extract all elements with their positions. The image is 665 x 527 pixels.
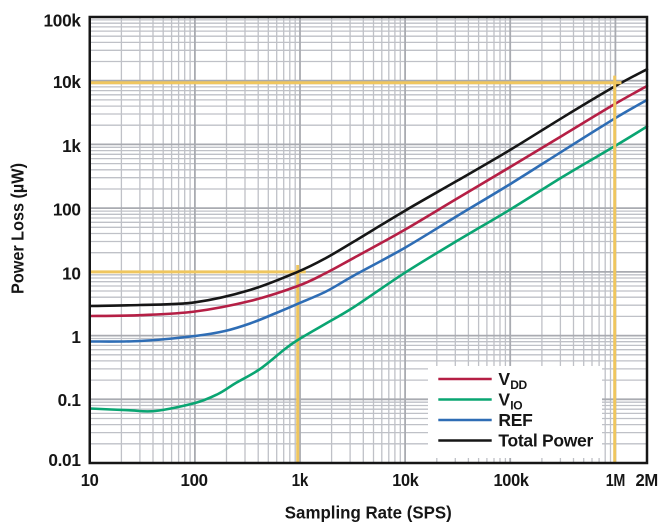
svg-text:REF: REF — [498, 410, 533, 430]
svg-text:1k: 1k — [62, 136, 81, 156]
svg-text:100: 100 — [53, 200, 81, 220]
svg-text:Power Loss (µW): Power Loss (µW) — [8, 163, 28, 294]
svg-text:DD: DD — [510, 378, 527, 392]
svg-text:IO: IO — [510, 399, 522, 413]
svg-text:10: 10 — [81, 470, 99, 490]
svg-text:10k: 10k — [53, 72, 82, 92]
svg-text:1k: 1k — [292, 470, 309, 490]
svg-text:Total Power: Total Power — [498, 430, 593, 450]
svg-text:100: 100 — [181, 470, 208, 490]
svg-text:1M: 1M — [606, 470, 625, 490]
svg-text:0.01: 0.01 — [48, 450, 81, 470]
svg-text:Sampling Rate (SPS): Sampling Rate (SPS) — [285, 503, 452, 523]
svg-text:100k: 100k — [494, 470, 530, 490]
svg-text:2M: 2M — [635, 470, 658, 490]
svg-text:10k: 10k — [392, 470, 419, 490]
svg-text:10: 10 — [62, 263, 81, 283]
svg-text:V: V — [498, 389, 510, 409]
svg-text:V: V — [498, 369, 510, 389]
svg-text:0.1: 0.1 — [58, 390, 82, 410]
svg-text:100k: 100k — [44, 10, 82, 30]
svg-text:1: 1 — [71, 327, 81, 347]
